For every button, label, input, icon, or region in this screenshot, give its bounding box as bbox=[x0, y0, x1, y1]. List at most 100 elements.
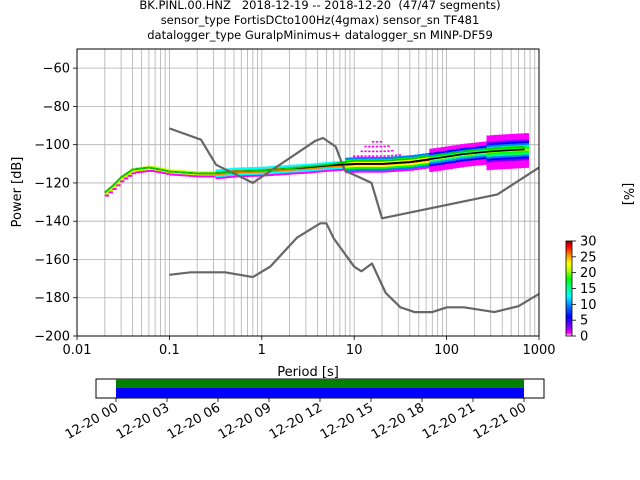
heatmap-cell bbox=[509, 134, 514, 137]
heatmap-cell bbox=[387, 154, 390, 157]
heatmap-cell bbox=[280, 169, 285, 172]
heatmap-cell bbox=[284, 172, 289, 175]
heatmap-cell bbox=[230, 175, 236, 178]
heatmap-cell bbox=[314, 170, 320, 173]
heatmap-cell bbox=[349, 168, 354, 172]
heatmap-cell bbox=[475, 150, 480, 153]
heatmap-cell bbox=[219, 168, 224, 172]
heatmap-cell bbox=[452, 166, 457, 169]
heatmap-cell bbox=[196, 175, 201, 178]
heatmap-cell bbox=[200, 175, 205, 178]
heatmap-cell bbox=[486, 160, 491, 163]
heatmap-cell bbox=[368, 170, 373, 173]
heatmap-cell bbox=[356, 170, 362, 173]
heatmap-cell bbox=[394, 154, 398, 157]
heatmap-cell bbox=[501, 166, 507, 170]
heatmap-cell bbox=[410, 155, 415, 158]
heatmap-cell bbox=[356, 158, 362, 162]
heatmap-cell bbox=[497, 167, 503, 170]
heatmap-cell bbox=[318, 162, 323, 165]
heatmap-cell bbox=[467, 162, 472, 165]
heatmap-cell bbox=[249, 170, 255, 174]
heatmap-cell bbox=[295, 170, 300, 173]
heatmap-cell bbox=[284, 165, 289, 168]
heatmap-cell bbox=[494, 138, 499, 141]
heatmap-cell bbox=[192, 174, 197, 178]
heatmap-cell bbox=[387, 170, 392, 173]
heatmap-cell bbox=[421, 153, 426, 156]
plot-background bbox=[77, 49, 539, 336]
heatmap-cell bbox=[368, 150, 371, 153]
heatmap-cell bbox=[505, 147, 510, 150]
heatmap-cell bbox=[429, 163, 434, 167]
heatmap-cell bbox=[291, 172, 297, 175]
heatmap-cell bbox=[387, 145, 390, 148]
heatmap-cell bbox=[333, 167, 339, 170]
heatmap-cell bbox=[169, 171, 175, 174]
heatmap-cell bbox=[261, 172, 266, 175]
heatmap-cell bbox=[490, 154, 495, 157]
heatmap-cell bbox=[333, 161, 339, 164]
heatmap-cell bbox=[513, 139, 518, 142]
heatmap-cell bbox=[497, 155, 503, 158]
heatmap-cell bbox=[467, 156, 472, 159]
heatmap-cell bbox=[497, 163, 503, 166]
heatmap-cell bbox=[368, 164, 373, 167]
colorbar-tick-label: 0 bbox=[580, 330, 588, 345]
heatmap-cell bbox=[520, 135, 526, 138]
heatmap-cell bbox=[417, 161, 423, 164]
heatmap-cell bbox=[497, 138, 503, 141]
heatmap-cell bbox=[475, 142, 480, 145]
heatmap-cell bbox=[116, 180, 121, 183]
heatmap-cell bbox=[352, 170, 358, 173]
heatmap-cell bbox=[196, 171, 201, 174]
heatmap-cell bbox=[406, 163, 411, 166]
heatmap-cell bbox=[513, 135, 518, 138]
heatmap-cell bbox=[322, 169, 327, 173]
heatmap-cell bbox=[494, 165, 499, 168]
heatmap-cell bbox=[490, 138, 495, 142]
heatmap-cell bbox=[360, 160, 365, 164]
heatmap-cell bbox=[413, 162, 419, 165]
heatmap-cell bbox=[509, 143, 514, 146]
heatmap-cell bbox=[356, 166, 362, 169]
heatmap-cell bbox=[494, 157, 499, 161]
heatmap-cell bbox=[494, 152, 499, 155]
heatmap-cell bbox=[520, 152, 526, 155]
heatmap-cell bbox=[494, 153, 499, 157]
heatmap-cell bbox=[253, 174, 258, 177]
heatmap-cell bbox=[517, 154, 522, 157]
timeline-tick-label: 12-20 06 bbox=[165, 400, 223, 442]
series-line-nlnm bbox=[169, 222, 539, 314]
heatmap-cell bbox=[268, 173, 274, 176]
heatmap-cell bbox=[337, 164, 342, 168]
heatmap-cell bbox=[139, 170, 144, 173]
heatmap-cell bbox=[509, 151, 514, 154]
heatmap-cell bbox=[524, 138, 530, 142]
heatmap-cell bbox=[482, 141, 488, 144]
heatmap-cell bbox=[276, 173, 281, 176]
heatmap-cell bbox=[486, 148, 491, 152]
heatmap-cell bbox=[475, 144, 480, 147]
heatmap-cell bbox=[429, 148, 434, 151]
heatmap-cell bbox=[505, 161, 510, 164]
heatmap-cell bbox=[165, 168, 171, 171]
heatmap-cell bbox=[524, 150, 530, 153]
heatmap-cell bbox=[463, 158, 468, 162]
heatmap-cell bbox=[379, 166, 384, 169]
heatmap-cell bbox=[440, 154, 446, 157]
heatmap-cell bbox=[459, 144, 465, 147]
heatmap-cell bbox=[482, 149, 488, 152]
heatmap-cell bbox=[394, 159, 400, 163]
heatmap-cell bbox=[463, 145, 468, 148]
heatmap-cell bbox=[307, 169, 312, 172]
heatmap-cell bbox=[253, 172, 258, 175]
heatmap-cell bbox=[482, 155, 488, 158]
heatmap-cell bbox=[455, 163, 461, 167]
heatmap-cell bbox=[471, 163, 476, 167]
heatmap-cell bbox=[490, 142, 495, 145]
heatmap-cell bbox=[242, 173, 247, 176]
heatmap-cell bbox=[360, 155, 363, 157]
heatmap-cell bbox=[226, 175, 232, 179]
heatmap-cell bbox=[490, 148, 495, 151]
